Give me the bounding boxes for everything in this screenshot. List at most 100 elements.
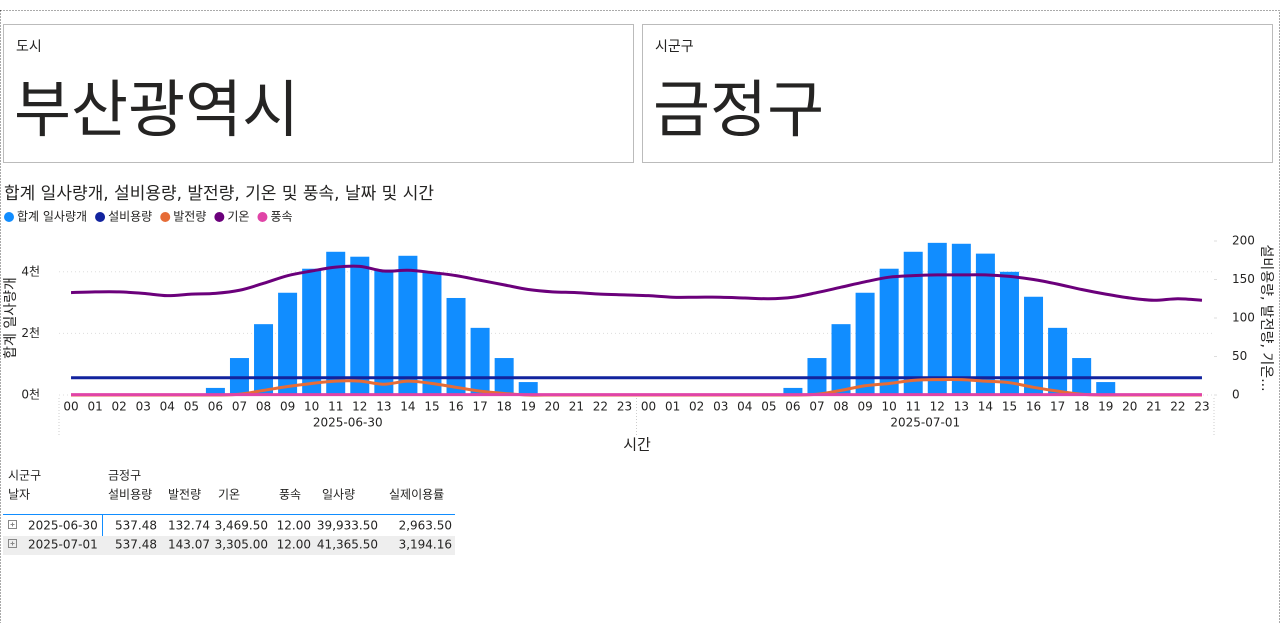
page-border [0,10,1280,623]
y2-tick-label: 100 [1232,311,1255,325]
chart-title: 합계 일사량개, 설비용량, 발전량, 기온 및 풍속, 날짜 및 시간 [4,184,434,204]
legend-dot [214,212,225,222]
x-tick-label: 15 [1002,400,1017,414]
cell: 537.48 [115,538,157,552]
card-value: 부산광역시 [14,73,299,146]
cell: 41,365.50 [317,538,378,552]
bar [518,382,538,395]
x-tick-label: 17 [1050,400,1065,414]
bar [831,324,851,395]
bar [783,387,803,395]
cell: 3,469.50 [215,519,268,533]
x-axis-title: 시간 [623,436,651,454]
x-tick-label: 20 [1122,400,1137,414]
x-tick-label: 08 [256,400,271,414]
y-tick-label: 2천 [21,325,40,340]
x-tick-label: 18 [497,400,512,414]
bar [254,324,274,395]
bar [1048,327,1068,395]
card [642,24,1273,163]
row-label: 2025-06-30 [28,519,98,533]
y-axis-title: 합계 일사량개 [3,277,19,359]
x-tick-label: 17 [472,400,487,414]
legend-dot [4,212,14,222]
bar [951,243,971,395]
card-label: 도시 [16,39,42,55]
x-tick-label: 10 [304,400,319,414]
line [70,264,1203,302]
bar [374,269,394,395]
table-header: 시군구 [8,469,41,483]
y-tick-label: 4천 [21,263,40,278]
x-tick-label: 05 [184,400,199,414]
column-header: 발전량 [168,488,201,502]
bar [278,292,298,395]
row-band [3,536,455,555]
x-tick-label: 22 [593,400,608,414]
bar [350,256,370,395]
cell: 3,305.00 [215,538,268,552]
legend-label: 기온 [227,210,249,224]
legend-dot [257,212,268,222]
x-tick-label: 08 [833,400,848,414]
x-tick-label: 14 [978,400,993,414]
cell: 12.00 [277,519,311,533]
legend-label: 발전량 [173,210,206,224]
bar [879,268,899,395]
x-tick-label: 19 [521,400,536,414]
y2-tick-label: 200 [1232,234,1255,248]
bar [398,255,418,395]
y-tick-label: 0천 [21,387,40,402]
x-tick-label: 23 [1194,400,1209,414]
x-tick-label: 02 [112,400,127,414]
bar [1096,382,1116,395]
x-tick-label: 13 [954,400,969,414]
legend-dot [95,212,106,222]
bar [903,251,923,395]
bar [446,297,466,395]
x-tick-label: 23 [617,400,632,414]
x-tick-label: 07 [809,400,824,414]
cell: 2,963.50 [399,519,452,533]
x-tick-label: 01 [665,400,680,414]
legend-label: 설비용량 [108,210,152,224]
x-tick-label: 14 [400,400,415,414]
x-tick-label: 05 [761,400,776,414]
cell: 143.07 [168,538,210,552]
x-tick-label: 11 [328,400,343,414]
expand-icons [8,520,17,548]
x-tick-label: 19 [1098,400,1113,414]
legend-label: 풍속 [270,210,292,224]
x-tick-label: 22 [1170,400,1185,414]
x-tick-label: 13 [376,400,391,414]
x-tick-label: 07 [232,400,247,414]
x-tick-label: 06 [785,400,800,414]
bar [326,251,346,395]
column-header: 실제이용률 [389,488,444,502]
legend-dot [160,212,171,222]
x-tick-label: 15 [424,400,439,414]
column-header: 기온 [218,488,240,502]
x-tick-label: 04 [737,400,752,414]
column-header: 풍속 [279,488,301,502]
x-tick-label: 16 [448,400,463,414]
x-tick-label: 16 [1026,400,1041,414]
x-tick-label: 20 [545,400,560,414]
bar [1024,296,1044,395]
bar [470,327,490,395]
x-tick-label: 06 [208,400,223,414]
card-label: 시군구 [655,39,694,55]
bar [927,242,947,395]
table-header: 날자 [8,488,30,502]
x-tick-label: 21 [569,400,584,414]
x-tick-label: 12 [930,400,945,414]
bar [205,387,225,395]
y2-tick-label: 50 [1232,349,1247,363]
x-tick-label: 09 [280,400,295,414]
bar [422,272,442,395]
x-tick-label: 21 [1146,400,1161,414]
x-tick-label: 03 [713,400,728,414]
bar [975,253,995,395]
x-group-label: 2025-07-01 [890,416,960,430]
